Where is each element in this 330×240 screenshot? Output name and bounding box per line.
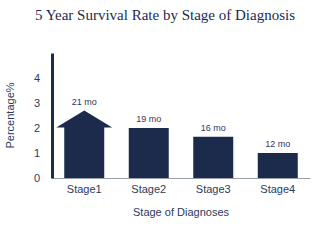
y-tick: 1 [34,147,52,159]
y-axis-title: Percentage% [4,82,16,148]
chart: 5 Year Survival Rate by Stage of Diagnos… [0,0,330,240]
y-axis-line [51,54,54,179]
x-tick: Stage3 [196,178,231,195]
x-tick-label: Stage3 [196,183,231,195]
x-tick-label: Stage1 [67,183,102,195]
x-tick-label: Stage4 [260,183,295,195]
y-tick: 0 [34,172,52,184]
y-tick: 2 [34,122,52,134]
bar [56,111,112,179]
y-tick-label: 1 [34,147,40,159]
y-tick-label: 4 [34,72,40,84]
bar [129,128,169,178]
y-tick-label: 0 [34,172,40,184]
y-axis: 0 1 2 3 4 [34,54,53,185]
x-axis-title: Stage of Diagnoses [133,206,230,218]
x-tick: Stage1 [67,178,102,195]
x-tick: Stage2 [131,178,166,195]
x-axis: Stage1 Stage2 Stage3 Stage4 [53,178,311,195]
bar [258,153,298,178]
x-axis-line [53,178,311,179]
y-tick-label: 3 [34,97,40,109]
bars [56,111,297,179]
annotation: 16 mo [201,123,226,133]
y-tick: 4 [34,72,52,84]
annotation: 21 mo [72,97,97,107]
annotation: 12 mo [265,139,290,149]
y-tick-label: 2 [34,122,40,134]
title: 5 Year Survival Rate by Stage of Diagnos… [35,7,295,23]
y-tick: 3 [34,97,52,109]
x-tick-label: Stage2 [131,183,166,195]
annotation: 19 mo [136,114,161,124]
x-tick: Stage4 [260,178,295,195]
bar [193,137,233,178]
